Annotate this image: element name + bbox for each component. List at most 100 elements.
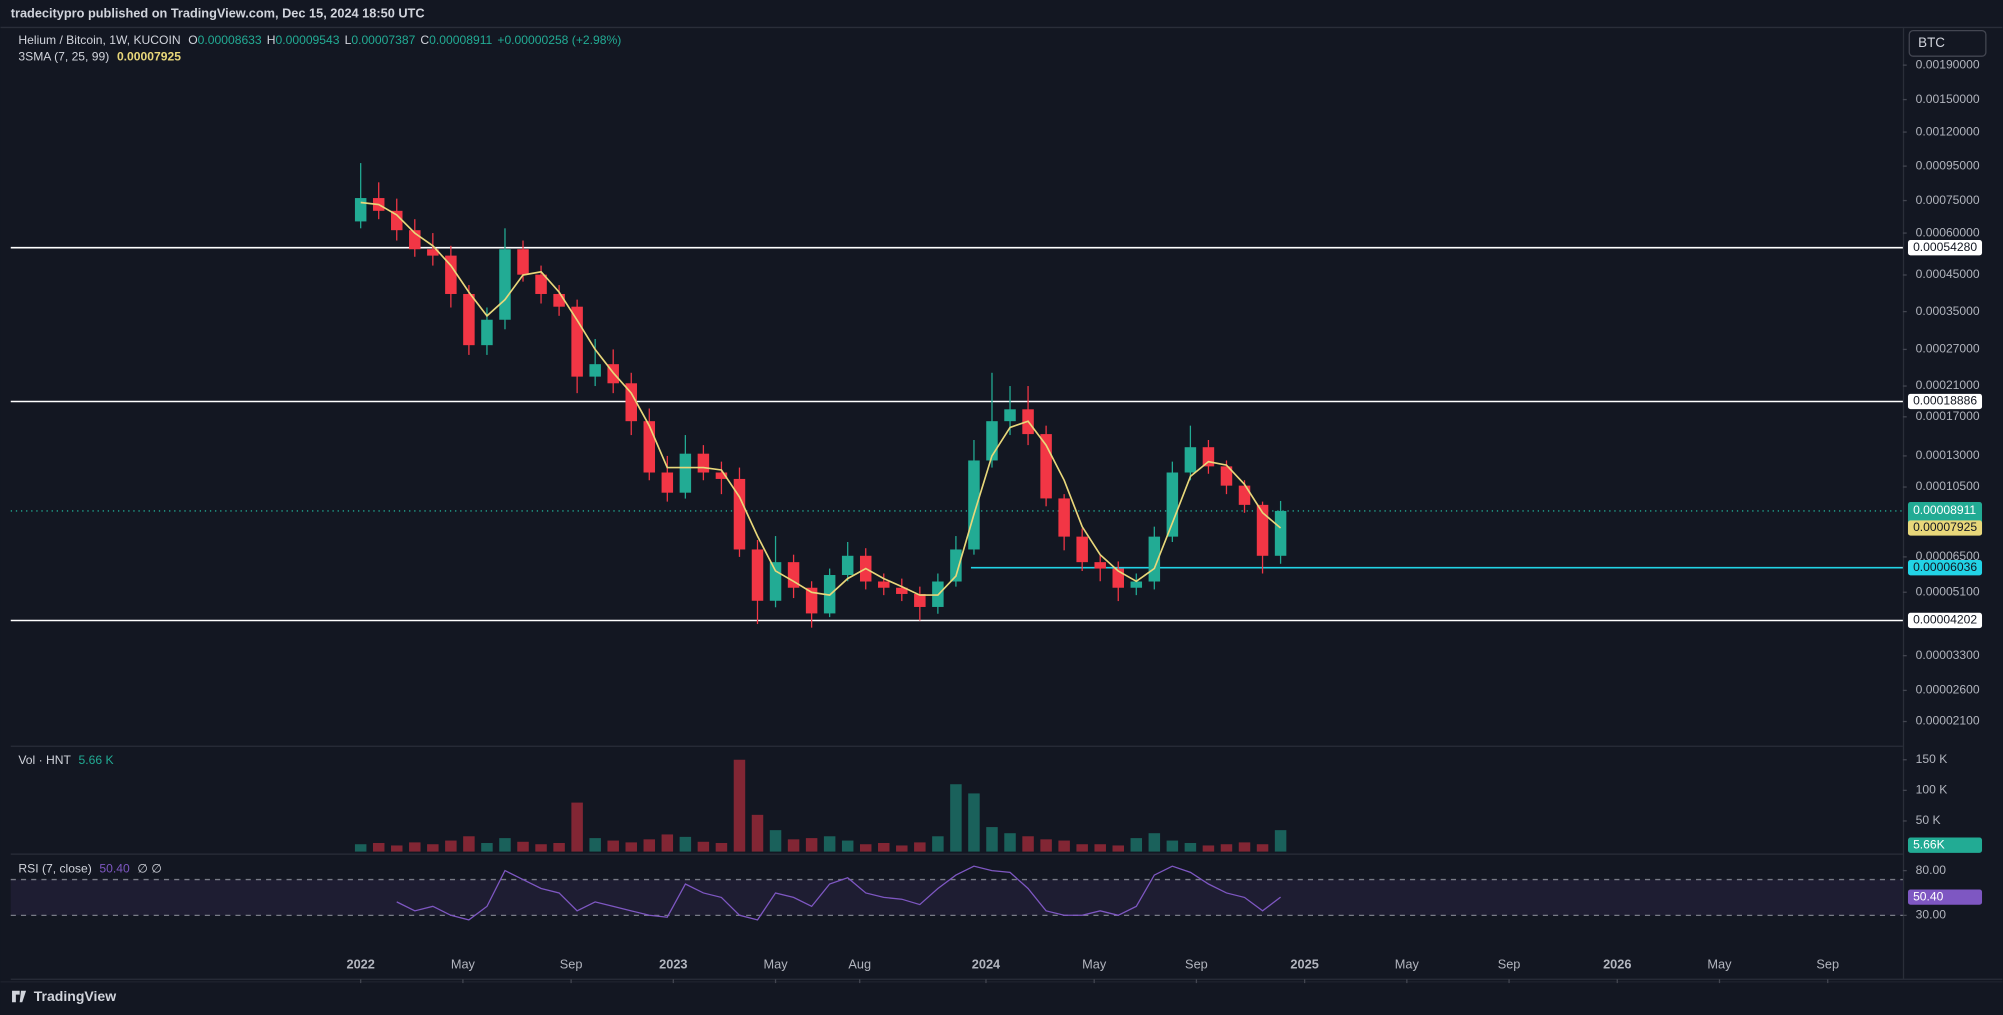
sma-legend: 3SMA (7, 25, 99) 0.00007925 xyxy=(18,50,181,64)
ohlc-key: O xyxy=(188,33,197,47)
candle-body xyxy=(481,319,493,346)
price-tick-label: 0.00120000 xyxy=(1916,124,1980,138)
price-tick-label: 0.00027000 xyxy=(1916,342,1980,356)
volume-bar xyxy=(1004,833,1016,852)
symbol-name: Helium / Bitcoin, 1W, KUCOIN xyxy=(18,33,180,47)
price-tick-label: 0.00021000 xyxy=(1916,378,1980,392)
time-tick-label: Sep xyxy=(560,957,583,972)
price-tick-label: 0.00005100 xyxy=(1916,584,1980,598)
price-tick-label: 0.00010500 xyxy=(1916,479,1980,493)
ohlc-value: 0.00007387 xyxy=(351,33,415,47)
currency-label[interactable]: BTC xyxy=(1918,35,1945,50)
time-tick-label: Sep xyxy=(1185,957,1208,972)
candle-body xyxy=(1220,466,1233,486)
volume-name: Vol · HNT xyxy=(18,753,71,767)
rsi-extra: ∅ ∅ xyxy=(137,862,161,876)
time-tick-label: 2024 xyxy=(972,957,1001,972)
time-tick-label: May xyxy=(451,957,476,972)
price-tick-label: 0.00095000 xyxy=(1916,158,1980,172)
candle-body xyxy=(463,293,475,346)
brand-name[interactable]: TradingView xyxy=(34,988,116,1004)
candle-body xyxy=(391,210,403,231)
rsi-tick-label: 80.00 xyxy=(1916,863,1947,877)
candle-body xyxy=(535,274,547,294)
price-tick-label: 0.00002600 xyxy=(1916,683,1980,697)
volume-bar xyxy=(986,827,998,852)
candle-body xyxy=(805,587,818,614)
candle-body xyxy=(769,562,782,601)
level-label: 0.00006036 xyxy=(1913,560,1977,574)
volume-bar xyxy=(878,843,890,852)
volume-bar xyxy=(463,836,475,852)
volume-bar xyxy=(445,840,457,852)
publisher-line: tradecitypro published on TradingView.co… xyxy=(11,5,425,20)
rsi-last-label: 50.40 xyxy=(1913,889,1944,903)
time-tick-label: Sep xyxy=(1498,957,1521,972)
price-tick-label: 0.00060000 xyxy=(1916,225,1980,239)
candle-body xyxy=(950,549,962,582)
time-tick-label: 2026 xyxy=(1603,957,1631,972)
volume-bar xyxy=(372,843,385,852)
volume-bar xyxy=(481,843,493,852)
volume-bar xyxy=(1148,833,1161,852)
volume-bar xyxy=(1202,845,1215,852)
level-box xyxy=(1907,560,1983,576)
volume-bar xyxy=(715,843,728,852)
candle-body xyxy=(968,460,980,550)
candle-body xyxy=(787,562,800,588)
volume-bar xyxy=(697,841,710,852)
candle-body xyxy=(1058,498,1070,537)
candle-body xyxy=(1076,536,1088,563)
candle-body xyxy=(1148,536,1161,582)
candle-body xyxy=(679,453,692,493)
brand-logo xyxy=(12,990,27,1003)
candle-body xyxy=(733,478,746,550)
volume-bar xyxy=(1094,844,1106,852)
price-tick-label: 0.00075000 xyxy=(1916,193,1980,207)
candle-body xyxy=(878,581,890,588)
currency-button[interactable] xyxy=(1908,30,1987,57)
ohlc-change: +0.00000258 (+2.98%) xyxy=(497,33,621,47)
candle-body xyxy=(1094,562,1106,569)
volume-bar xyxy=(823,836,836,852)
volume-bar xyxy=(1076,844,1088,852)
last-price-label: 0.00008911 xyxy=(1913,503,1976,517)
price-tick-label: 0.00013000 xyxy=(1916,448,1980,462)
ohlc-value: 0.00008911 xyxy=(429,33,492,47)
symbol-legend: Helium / Bitcoin, 1W, KUCOIN O0.00008633 H… xyxy=(18,33,621,47)
candle-body xyxy=(427,249,439,256)
volume-bar xyxy=(1256,844,1269,852)
sma-name: 3SMA (7, 25, 99) xyxy=(18,50,109,64)
volume-bar xyxy=(932,836,944,852)
candle-body xyxy=(1004,409,1016,422)
volume-bar xyxy=(625,842,637,852)
volume-bar xyxy=(1040,839,1052,852)
volume-bar xyxy=(1274,830,1287,852)
sma-box xyxy=(1907,520,1983,536)
level-box xyxy=(1907,612,1983,629)
volume-bar xyxy=(607,840,619,852)
candle-body xyxy=(571,306,583,377)
volume-bar xyxy=(914,842,926,852)
volume-bar xyxy=(1058,840,1070,852)
ohlc-key: L xyxy=(345,33,352,47)
volume-bar xyxy=(968,793,980,852)
candle-body xyxy=(589,364,601,377)
volume-tick-label: 100 K xyxy=(1916,783,1948,797)
ohlc-key: C xyxy=(420,33,429,47)
candle-body xyxy=(896,587,908,594)
volume-bar xyxy=(805,838,818,852)
candle-body xyxy=(1256,504,1269,556)
volume-bar xyxy=(1184,843,1197,852)
volume-bar xyxy=(391,845,403,852)
level-label: 0.00054280 xyxy=(1913,240,1977,254)
rsi-band xyxy=(10,879,1903,916)
time-tick-label: 2023 xyxy=(659,957,687,972)
time-tick-label: May xyxy=(1395,957,1420,972)
volume-bar xyxy=(787,839,800,852)
price-tick-label: 0.00006500 xyxy=(1916,549,1980,563)
price-tick-label: 0.00003300 xyxy=(1916,648,1980,662)
volume-last-box xyxy=(1907,837,1983,853)
volume-bar xyxy=(553,843,565,852)
